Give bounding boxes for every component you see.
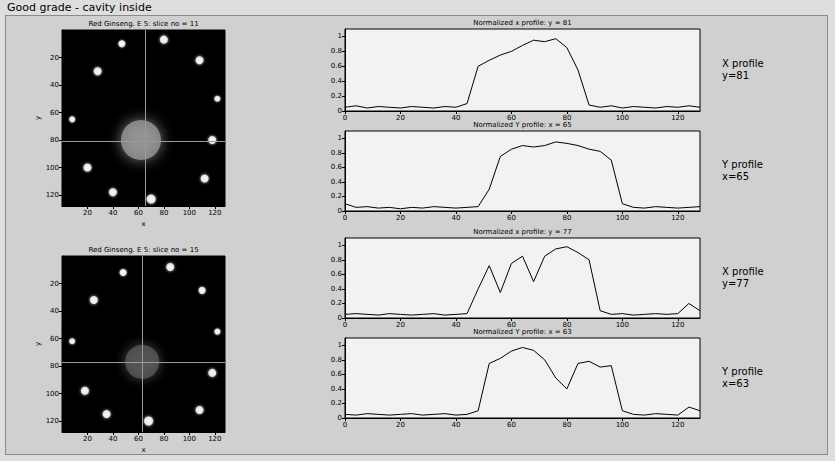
svg-text:Normalized Y profile: x = 65: Normalized Y profile: x = 65 — [473, 121, 571, 129]
svg-text:100: 100 — [46, 390, 59, 398]
svg-text:X profile: X profile — [722, 266, 764, 277]
svg-text:60: 60 — [50, 335, 59, 343]
svg-text:0.6: 0.6 — [331, 370, 343, 378]
svg-text:0.8: 0.8 — [331, 356, 342, 364]
svg-text:100: 100 — [183, 209, 196, 217]
svg-text:60: 60 — [506, 113, 516, 122]
svg-text:20: 20 — [396, 321, 405, 329]
svg-text:60: 60 — [506, 320, 516, 329]
svg-text:20: 20 — [83, 209, 92, 217]
svg-text:0: 0 — [338, 107, 342, 115]
svg-text:0.4: 0.4 — [331, 178, 343, 186]
svg-text:X profile: X profile — [722, 58, 764, 69]
svg-text:20: 20 — [83, 435, 92, 443]
svg-text:100: 100 — [616, 421, 629, 429]
svg-text:40: 40 — [451, 321, 460, 329]
svg-text:0: 0 — [338, 314, 342, 322]
svg-text:60: 60 — [50, 109, 59, 117]
svg-text:20: 20 — [50, 280, 59, 288]
svg-text:0.8: 0.8 — [331, 149, 342, 157]
svg-text:20: 20 — [396, 114, 405, 122]
svg-text:0: 0 — [343, 214, 347, 222]
svg-text:x: x — [141, 446, 145, 454]
svg-text:100: 100 — [46, 164, 59, 172]
svg-text:0.4: 0.4 — [331, 385, 343, 393]
svg-text:120: 120 — [671, 321, 684, 329]
svg-text:y=81: y=81 — [722, 70, 749, 81]
svg-text:120: 120 — [208, 435, 221, 443]
svg-text:Normalized x profile: y = 77: Normalized x profile: y = 77 — [473, 228, 571, 236]
svg-text:0.8: 0.8 — [331, 47, 342, 55]
svg-text:Y profile: Y profile — [721, 366, 763, 377]
svg-text:0: 0 — [343, 321, 347, 329]
svg-text:80: 80 — [50, 362, 59, 370]
svg-text:0.6: 0.6 — [331, 163, 343, 171]
svg-text:Y profile: Y profile — [721, 159, 763, 170]
svg-text:Normalized x profile: y = 81: Normalized x profile: y = 81 — [473, 19, 571, 27]
svg-text:40: 40 — [50, 307, 59, 315]
svg-text:100: 100 — [616, 321, 629, 329]
svg-text:1: 1 — [338, 32, 342, 40]
svg-text:0.2: 0.2 — [331, 92, 342, 100]
svg-text:1: 1 — [338, 341, 342, 349]
svg-text:120: 120 — [671, 214, 684, 222]
svg-text:40: 40 — [108, 435, 117, 443]
svg-text:100: 100 — [616, 114, 629, 122]
svg-text:x: x — [141, 220, 145, 228]
svg-text:60: 60 — [134, 435, 143, 443]
svg-text:80: 80 — [50, 136, 59, 144]
svg-text:y=77: y=77 — [722, 278, 749, 289]
svg-text:20: 20 — [396, 421, 405, 429]
svg-text:60: 60 — [507, 214, 516, 222]
svg-text:0.4: 0.4 — [331, 285, 343, 293]
svg-text:0.4: 0.4 — [331, 77, 343, 85]
svg-text:80: 80 — [562, 320, 572, 329]
svg-text:0: 0 — [343, 421, 347, 429]
svg-text:20: 20 — [50, 54, 59, 62]
svg-text:0.6: 0.6 — [331, 62, 343, 70]
svg-text:80: 80 — [159, 435, 168, 443]
svg-text:0: 0 — [338, 207, 342, 215]
svg-text:y: y — [34, 342, 42, 346]
svg-text:120: 120 — [46, 417, 59, 425]
svg-text:x=65: x=65 — [722, 171, 749, 182]
svg-text:40: 40 — [451, 421, 460, 429]
svg-text:Red Ginseng. E 5: slice no = 1: Red Ginseng. E 5: slice no = 15 — [88, 246, 198, 254]
svg-text:80: 80 — [159, 209, 168, 217]
svg-text:60: 60 — [507, 421, 516, 429]
svg-text:20: 20 — [396, 214, 405, 222]
svg-text:1: 1 — [338, 241, 342, 249]
svg-text:Normalized Y profile: x = 63: Normalized Y profile: x = 63 — [473, 328, 571, 336]
svg-text:40: 40 — [50, 81, 59, 89]
svg-text:Red Ginseng. E 5: slice no = 1: Red Ginseng. E 5: slice no = 11 — [88, 20, 198, 28]
svg-text:40: 40 — [108, 209, 117, 217]
svg-text:120: 120 — [671, 421, 684, 429]
svg-text:0.2: 0.2 — [331, 192, 342, 200]
svg-text:x=63: x=63 — [722, 378, 749, 389]
svg-text:120: 120 — [671, 114, 684, 122]
svg-text:120: 120 — [46, 191, 59, 199]
svg-text:0: 0 — [338, 414, 342, 422]
svg-text:0.2: 0.2 — [331, 399, 342, 407]
svg-text:0: 0 — [343, 114, 347, 122]
svg-text:0.2: 0.2 — [331, 299, 342, 307]
svg-text:Good grade - cavity inside: Good grade - cavity inside — [7, 1, 152, 14]
svg-text:0.8: 0.8 — [331, 256, 342, 264]
svg-text:80: 80 — [562, 214, 571, 222]
svg-text:80: 80 — [562, 421, 571, 429]
svg-text:80: 80 — [562, 113, 572, 122]
svg-text:y: y — [34, 116, 42, 120]
svg-text:40: 40 — [451, 114, 460, 122]
svg-text:120: 120 — [208, 209, 221, 217]
svg-text:100: 100 — [616, 214, 629, 222]
svg-text:60: 60 — [134, 209, 143, 217]
svg-text:1: 1 — [338, 134, 342, 142]
svg-text:100: 100 — [183, 435, 196, 443]
svg-text:40: 40 — [451, 214, 460, 222]
svg-text:0.6: 0.6 — [331, 270, 343, 278]
